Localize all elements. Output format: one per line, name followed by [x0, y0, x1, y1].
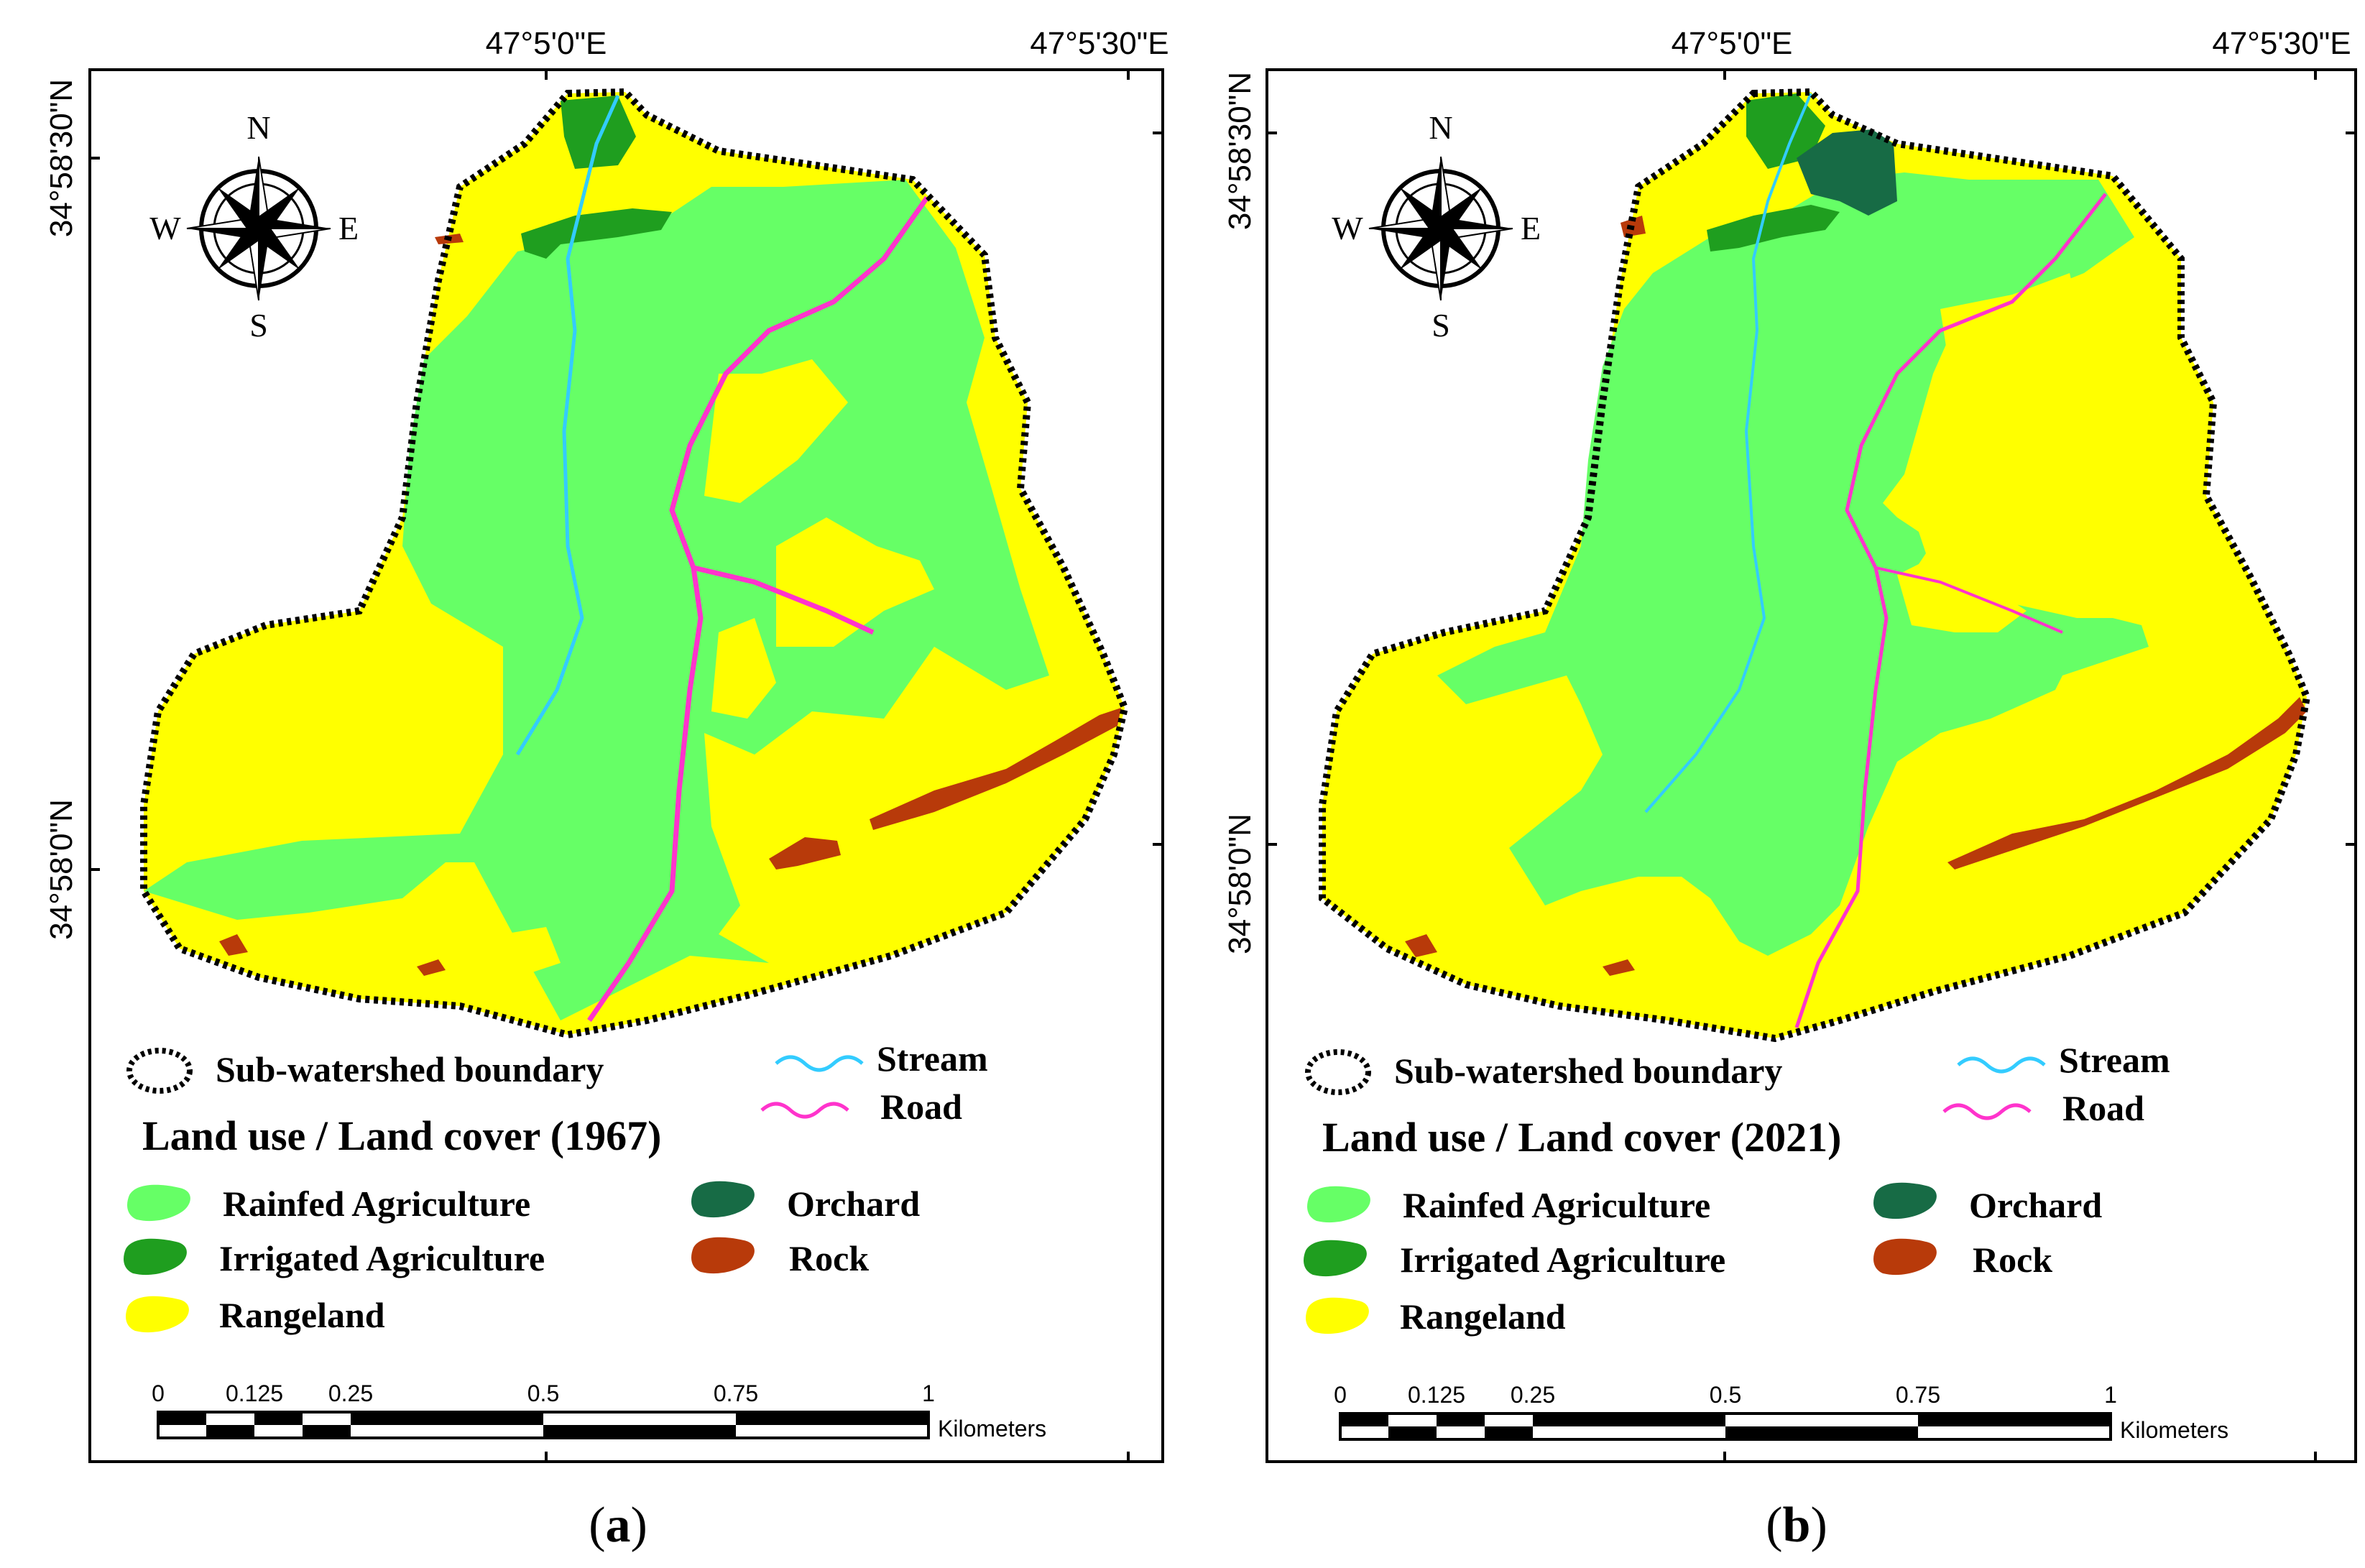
rock-area: [1603, 959, 1635, 976]
scale-tick: 0.5: [527, 1380, 559, 1406]
rangeland-area: [1674, 898, 1739, 956]
legend-road-label: Road: [2062, 1088, 2144, 1128]
scale-tick: 0.125: [226, 1380, 283, 1406]
legend-road-label: Road: [880, 1087, 962, 1127]
scale-tick: 1: [922, 1380, 935, 1406]
legend-rainfed-label: Rainfed Agriculture: [1403, 1185, 1710, 1225]
stream-line: [515, 94, 620, 756]
legend-boundary-label: Sub-watershed boundary: [216, 1049, 604, 1089]
scale-bar: 0 0.125 0.25 0.5 0.75 1 Kilometers: [152, 1380, 1046, 1442]
rock-area: [1947, 697, 2307, 870]
road-line: [1794, 193, 2107, 1028]
legend-irrigated-label: Irrigated Agriculture: [219, 1238, 545, 1278]
longitude-label: 47°5'0"E: [486, 26, 607, 61]
boundary-legend-swatch: [1305, 1049, 1371, 1095]
legend-orchard-label: Orchard: [1969, 1185, 2102, 1225]
legend-boundary-label: Sub-watershed boundary: [1394, 1051, 1782, 1091]
map-panel-a: 47°5'0"E 47°5'30"E 34°58'30"N 34°58'0"N: [44, 26, 1169, 1553]
irrigated-agriculture-area: [521, 208, 672, 259]
land-cover-map: [1319, 88, 2311, 1043]
compass-east: E: [338, 210, 359, 246]
road-line: [693, 565, 875, 635]
panel-caption: (a): [589, 1498, 647, 1553]
compass-rose: N S E W: [149, 109, 359, 343]
irrigated-agriculture-area: [1746, 93, 1825, 169]
legend-rock-label: Rock: [1973, 1240, 2052, 1280]
map-panel-b: 47°5'0"E 47°5'30"E 34°58'30"N 34°58'0"N …: [1222, 26, 2357, 1553]
rock-area: [769, 837, 841, 870]
scale-unit: Kilometers: [938, 1416, 1046, 1442]
latitude-label: 34°58'30"N: [44, 79, 79, 237]
compass-west: W: [1332, 210, 1363, 246]
legend-rainfed-label: Rainfed Agriculture: [223, 1184, 530, 1224]
legend-stream-label: Stream: [2059, 1040, 2170, 1080]
scale-unit: Kilometers: [2120, 1417, 2228, 1443]
scale-tick: 0.75: [1896, 1382, 1940, 1408]
stream-line: [1644, 93, 1812, 813]
rock-area: [1405, 934, 1437, 957]
rangeland-area: [711, 618, 776, 719]
stream-legend-swatch: [775, 1055, 864, 1072]
legend-rangeland-label: Rangeland: [219, 1295, 385, 1335]
legend-title: Land use / Land cover (2021): [1322, 1114, 1841, 1161]
irrigated-agriculture-area: [561, 96, 636, 169]
subwatershed-boundary: [1319, 88, 2311, 1043]
latitude-label: 34°58'0"N: [44, 799, 79, 940]
map-legend: Sub-watershed boundary Stream Road Land …: [1304, 1040, 2170, 1337]
rock-area: [870, 708, 1121, 830]
rangeland-area: [1897, 553, 2027, 632]
latitude-label: 34°58'0"N: [1222, 813, 1258, 954]
scale-tick: 0.25: [328, 1380, 373, 1406]
subwatershed-boundary: [140, 88, 1129, 1039]
scale-tick: 0.25: [1511, 1382, 1555, 1408]
legend-stream-label: Stream: [877, 1038, 988, 1079]
legend-title: Land use / Land cover (1967): [142, 1112, 661, 1159]
legend-rangeland-label: Rangeland: [1400, 1296, 1566, 1337]
scale-tick: 0: [1334, 1382, 1347, 1408]
rainfed-agriculture-area: [1437, 172, 2149, 956]
road-line: [1875, 566, 2063, 634]
compass-south: S: [1432, 307, 1450, 343]
rangeland-area: [503, 927, 561, 977]
road-legend-swatch: [1942, 1103, 2032, 1120]
orchard-area: [1797, 129, 1897, 216]
stream-legend-swatch: [1957, 1056, 2046, 1074]
irrigated-agriculture-area: [1707, 205, 1840, 252]
latitude-label: 34°58'30"N: [1222, 72, 1258, 230]
rangeland-area: [776, 517, 934, 647]
land-cover-map: [140, 88, 1129, 1039]
legend-rock-label: Rock: [789, 1238, 869, 1278]
road-line: [587, 195, 929, 1022]
scale-tick: 0.75: [714, 1380, 758, 1406]
rangeland-area: [704, 359, 848, 503]
legend-irrigated-label: Irrigated Agriculture: [1400, 1240, 1725, 1280]
legend-orchard-label: Orchard: [787, 1184, 920, 1224]
rock-area: [219, 934, 248, 956]
scale-tick: 0.125: [1408, 1382, 1465, 1408]
longitude-label: 47°5'30"E: [1030, 26, 1168, 61]
compass-north: N: [1429, 109, 1452, 146]
scale-tick: 0: [152, 1380, 165, 1406]
rangeland-area: [1940, 273, 2084, 417]
compass-east: E: [1521, 210, 1541, 246]
compass-south: S: [249, 307, 268, 343]
scale-tick: 0.5: [1710, 1382, 1741, 1408]
scale-tick: 1: [2104, 1382, 2117, 1408]
longitude-label: 47°5'0"E: [1672, 26, 1793, 61]
compass-west: W: [149, 210, 181, 246]
compass-rose: N S E W: [1332, 109, 1541, 343]
road-legend-swatch: [760, 1102, 849, 1119]
scale-bar: 0 0.125 0.25 0.5 0.75 1 Kilometers: [1334, 1382, 2228, 1443]
panel-caption: (b): [1766, 1498, 1827, 1553]
longitude-label: 47°5'30"E: [2212, 26, 2351, 61]
rock-area: [417, 959, 446, 976]
boundary-legend-swatch: [126, 1048, 193, 1094]
map-legend: Sub-watershed boundary Stream Road Land …: [124, 1038, 988, 1335]
compass-north: N: [246, 109, 270, 146]
